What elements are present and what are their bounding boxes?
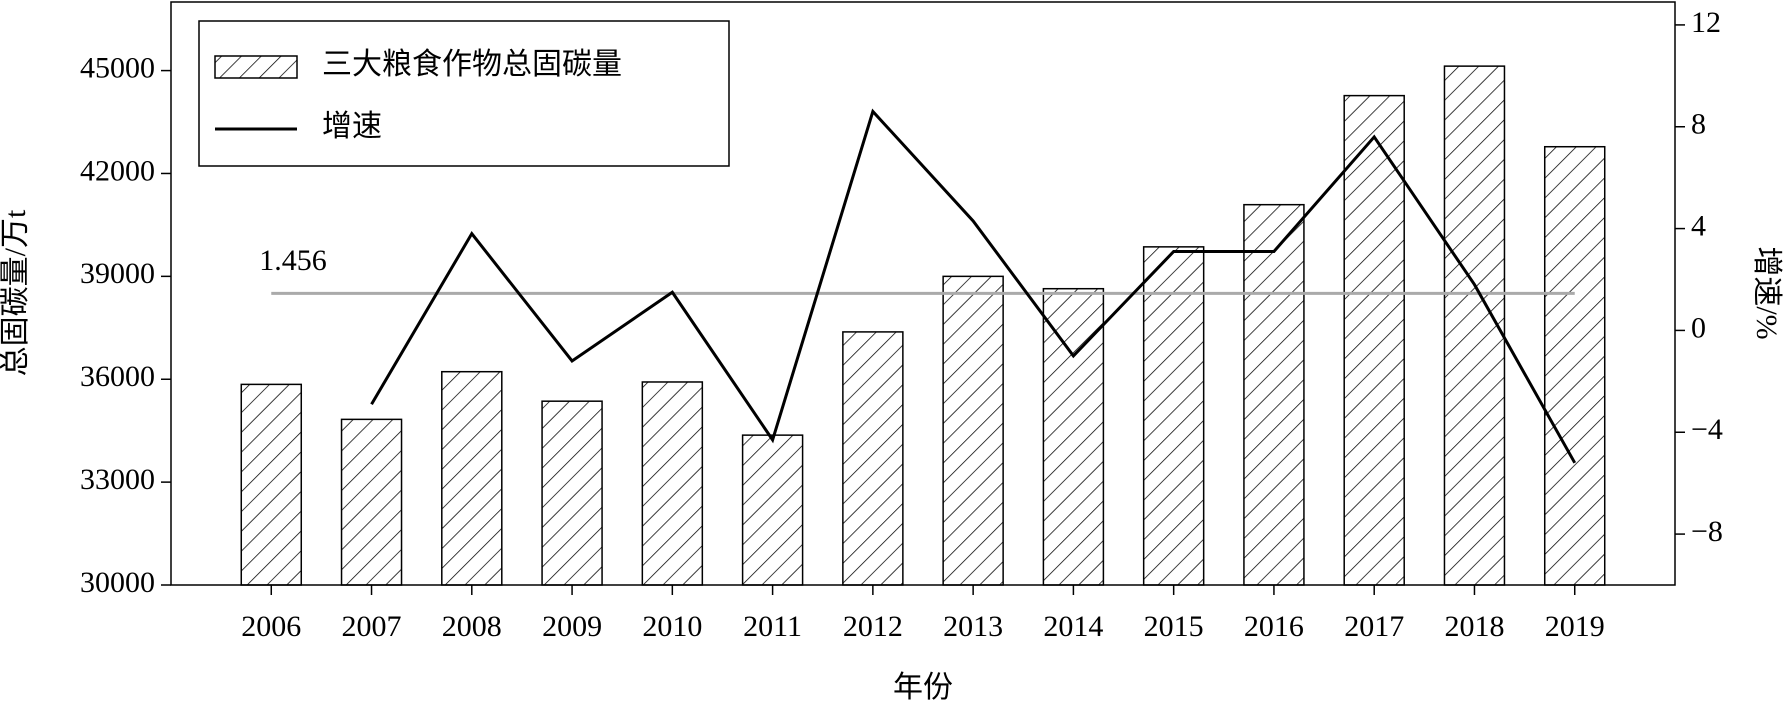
x-tick-label: 2011 bbox=[743, 610, 802, 643]
bar bbox=[441, 370, 503, 586]
legend-swatch bbox=[214, 55, 298, 79]
bar bbox=[641, 381, 704, 586]
bar bbox=[741, 434, 804, 586]
y-tick-label: 33000 bbox=[80, 463, 155, 496]
x-tick-label: 2009 bbox=[542, 610, 602, 643]
bar bbox=[541, 400, 603, 586]
x-tick-label: 2018 bbox=[1444, 610, 1504, 643]
y2-tick-label: −4 bbox=[1691, 413, 1723, 446]
y2-tick-label: −8 bbox=[1691, 515, 1723, 548]
y-tick-label: 36000 bbox=[80, 360, 155, 393]
x-tick-label: 2014 bbox=[1043, 610, 1103, 643]
legend-label: 增速 bbox=[322, 110, 382, 143]
x-tick-label: 2010 bbox=[642, 610, 702, 643]
x-tick-label: 2008 bbox=[442, 610, 502, 643]
bar bbox=[1243, 203, 1305, 586]
x-tick-label: 2015 bbox=[1144, 610, 1204, 643]
x-tick-label: 2012 bbox=[843, 610, 903, 643]
y-tick-label: 39000 bbox=[80, 257, 155, 290]
y-tick-label: 30000 bbox=[80, 566, 155, 599]
y2-tick-label: 0 bbox=[1691, 311, 1706, 344]
x-tick-label: 2006 bbox=[241, 610, 301, 643]
bar bbox=[240, 383, 303, 586]
bar bbox=[1443, 65, 1506, 586]
x-tick-label: 2007 bbox=[342, 610, 402, 643]
y2-tick-label: 12 bbox=[1691, 6, 1721, 39]
y2-tick-label: 4 bbox=[1691, 209, 1706, 242]
x-axis-label: 年份 bbox=[893, 671, 953, 704]
x-tick-label: 2019 bbox=[1545, 610, 1605, 643]
line bbox=[370, 108, 1577, 464]
bar bbox=[1343, 94, 1405, 586]
y-tick-label: 42000 bbox=[80, 154, 155, 187]
y-axis-label: 总固碳量/万t bbox=[0, 209, 32, 376]
bar bbox=[1142, 246, 1205, 586]
reference-label: 1.456 bbox=[259, 244, 327, 277]
legend-label: 三大粮食作物总固碳量 bbox=[322, 48, 622, 81]
y-tick-label: 45000 bbox=[80, 51, 155, 84]
bar bbox=[842, 331, 904, 586]
x-tick-label: 2017 bbox=[1344, 610, 1404, 643]
bar bbox=[340, 418, 403, 586]
bar bbox=[1543, 145, 1606, 586]
bar bbox=[942, 275, 1004, 586]
plot-frame bbox=[170, 1, 1676, 586]
y2-tick-label: 8 bbox=[1691, 108, 1706, 141]
y2-axis-label: 增速/% bbox=[1750, 246, 1783, 339]
x-tick-label: 2016 bbox=[1244, 610, 1304, 643]
legend-box bbox=[198, 20, 730, 167]
x-tick-label: 2013 bbox=[943, 610, 1003, 643]
